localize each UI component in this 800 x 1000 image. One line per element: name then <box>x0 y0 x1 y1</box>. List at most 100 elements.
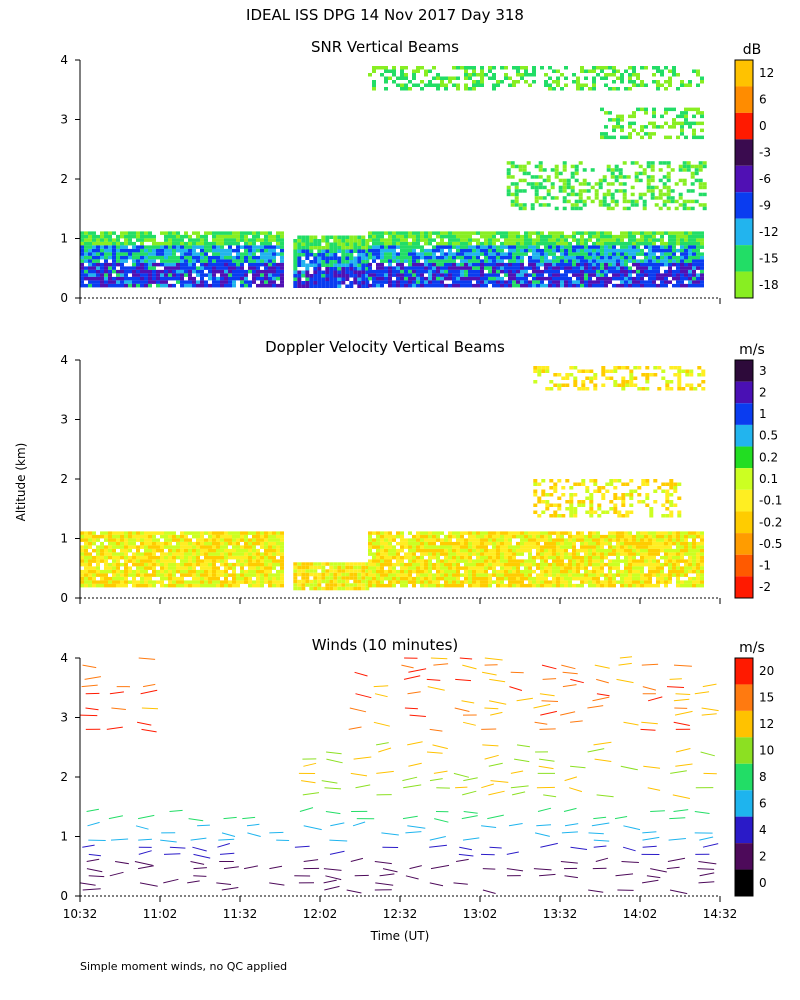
heatmap-cell <box>484 273 488 277</box>
heatmap-cell <box>104 538 108 542</box>
heatmap-cell <box>244 580 248 584</box>
heatmap-cell <box>564 262 568 267</box>
heatmap-cell <box>428 80 432 84</box>
heatmap-cell <box>668 534 672 539</box>
heatmap-cell <box>632 259 636 263</box>
heatmap-cell <box>408 545 412 549</box>
heatmap-cell <box>496 583 500 588</box>
heatmap-cell <box>472 252 476 256</box>
heatmap-cell <box>400 562 404 567</box>
heatmap-cell <box>664 562 668 567</box>
heatmap-cell <box>572 252 576 256</box>
heatmap-cell <box>144 573 148 577</box>
heatmap-cell <box>676 534 680 539</box>
heatmap-cell <box>610 182 615 186</box>
heatmap-cell <box>672 555 676 560</box>
heatmap-cell <box>444 76 448 80</box>
heatmap-cell <box>472 276 476 281</box>
heatmap-cell <box>264 283 268 288</box>
heatmap-cell <box>680 132 684 136</box>
heatmap-cell <box>160 562 164 567</box>
heatmap-cell <box>680 121 684 126</box>
heatmap-cell <box>504 262 508 267</box>
heatmap-cell <box>488 534 492 539</box>
heatmap-cell <box>680 255 684 260</box>
heatmap-cell <box>313 576 318 580</box>
heatmap-cell <box>664 248 668 253</box>
heatmap-cell <box>492 266 496 270</box>
heatmap-cell <box>252 569 256 574</box>
heatmap-cell <box>540 552 544 556</box>
heatmap-cell <box>634 171 639 176</box>
heatmap-cell <box>365 565 370 570</box>
heatmap-cell <box>168 545 172 549</box>
heatmap-cell <box>88 538 92 542</box>
heatmap-cell <box>196 538 200 542</box>
heatmap-cell <box>700 276 704 281</box>
heatmap-cell <box>388 580 392 584</box>
heatmap-cell <box>596 248 600 253</box>
heatmap-cell <box>420 534 424 539</box>
heatmap-cell <box>576 238 580 242</box>
heatmap-cell <box>128 248 132 253</box>
heatmap-cell <box>572 269 576 274</box>
heatmap-cell <box>452 548 456 553</box>
heatmap-cell <box>368 234 372 239</box>
heatmap-cell <box>640 566 644 570</box>
heatmap-cell <box>416 231 420 235</box>
heatmap-cell <box>337 246 342 250</box>
heatmap-cell <box>276 545 280 549</box>
heatmap-cell <box>480 573 484 577</box>
heatmap-cell <box>140 541 144 546</box>
heatmap-cell <box>232 555 236 560</box>
heatmap-cell <box>572 541 576 546</box>
heatmap-cell <box>376 541 380 546</box>
heatmap-cell <box>684 135 688 140</box>
heatmap-cell <box>136 259 140 263</box>
heatmap-cell <box>660 262 664 267</box>
heatmap-cell <box>252 541 256 546</box>
heatmap-cell <box>650 175 655 179</box>
heatmap-cell <box>216 552 220 556</box>
heatmap-cell <box>357 249 362 253</box>
heatmap-cell <box>228 562 232 567</box>
heatmap-cell <box>376 231 380 235</box>
heatmap-cell <box>646 185 651 190</box>
heatmap-cell <box>628 135 632 140</box>
heatmap-cell <box>128 555 132 560</box>
heatmap-cell <box>244 273 248 277</box>
heatmap-cell <box>476 238 480 242</box>
heatmap-cell <box>538 175 543 179</box>
heatmap-cell <box>618 189 623 193</box>
heatmap-cell <box>280 538 284 542</box>
heatmap-cell <box>592 580 596 584</box>
heatmap-cell <box>297 277 302 281</box>
heatmap-cell <box>500 538 504 542</box>
heatmap-cell <box>648 583 652 588</box>
heatmap-cell <box>428 252 432 256</box>
heatmap-cell <box>492 231 496 235</box>
heatmap-cell <box>424 269 428 274</box>
heatmap-cell <box>192 255 196 260</box>
heatmap-cell <box>456 262 460 267</box>
heatmap-cell <box>428 262 432 267</box>
heatmap-cell <box>508 273 512 277</box>
heatmap-cell <box>400 87 404 91</box>
heatmap-cell <box>196 541 200 546</box>
heatmap-cell <box>672 107 676 112</box>
heatmap-cell <box>164 569 168 574</box>
heatmap-cell <box>556 531 560 535</box>
heatmap-cell <box>632 580 636 584</box>
heatmap-cell <box>256 552 260 556</box>
heatmap-cell <box>504 541 508 546</box>
heatmap-cell <box>80 259 84 263</box>
heatmap-cell <box>684 248 688 253</box>
heatmap-cell <box>232 573 236 577</box>
heatmap-cell <box>578 196 583 200</box>
heatmap-cell <box>268 531 272 535</box>
heatmap-cell <box>672 276 676 281</box>
heatmap-cell <box>456 266 460 270</box>
heatmap-cell <box>140 583 144 588</box>
heatmap-cell <box>650 189 655 193</box>
